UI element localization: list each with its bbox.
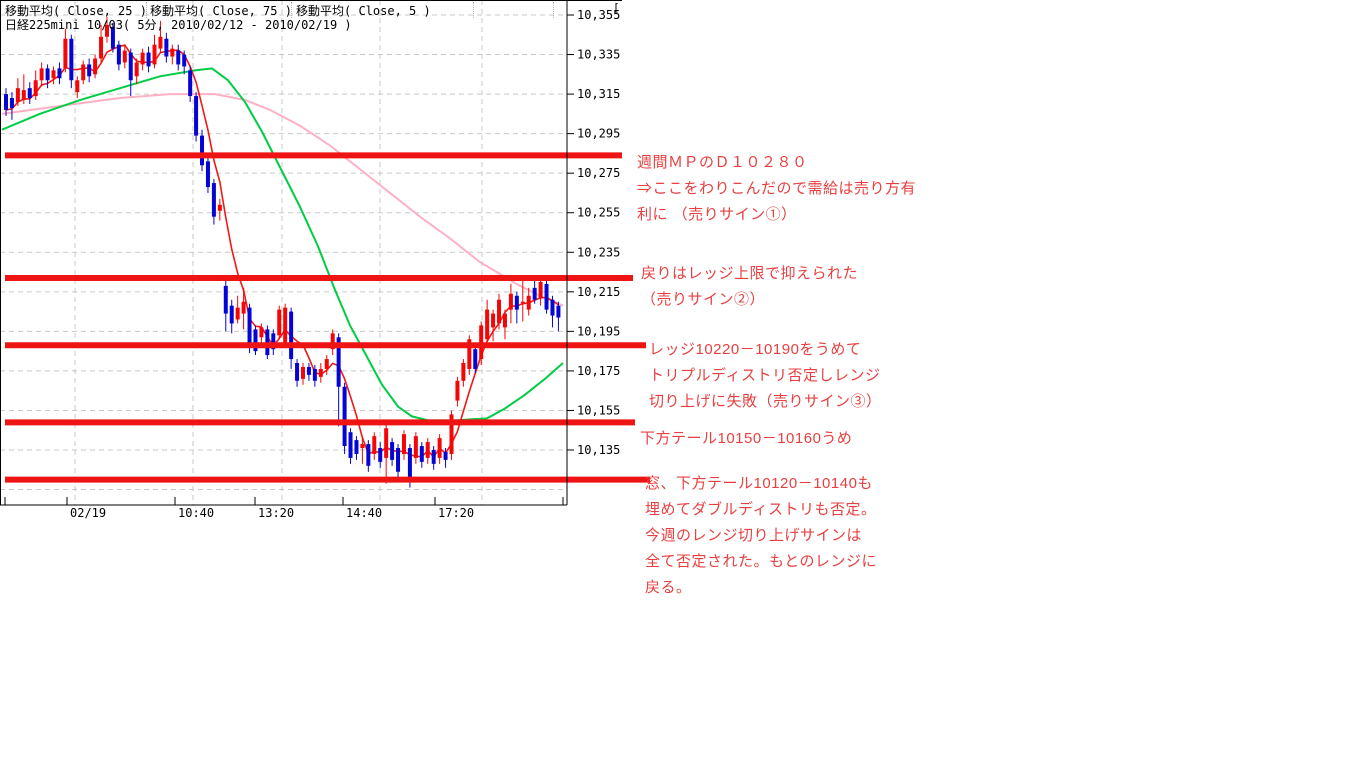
annotation-line: 窓、下方テール10120－10140も [645,475,873,492]
x-axis-label: 13:20 [258,506,294,520]
legend-ma5-label: 移動平均( Close, 5 ) [296,4,431,18]
y-axis-label: 10,215 [577,285,620,299]
annotation-block: 戻りはレッジ上限で抑えられた （売りサイン②） [641,261,858,313]
annotation-block: 下方テール10150－10160うめ [640,426,852,452]
x-axis-label: 10:40 [178,506,214,520]
x-axis-label: 02/19 [70,506,106,520]
annotation-line: レッジ10220－10190をうめて [649,341,862,358]
annotation-line: 切り上げに失敗（売りサイン③） [649,393,882,410]
y-axis-label: 10,355 [577,8,620,22]
legend-ma75-label: 移動平均( Close, 75 ) [150,4,292,18]
annotation-line: 埋めてダブルディストリも否定。 [645,501,877,518]
window-edge-artifact: [ [613,1,620,14]
y-axis-label: 10,195 [577,324,620,338]
y-axis-label: 10,175 [577,364,620,378]
x-axis-label: 14:40 [346,506,382,520]
legend-ma25-label: 移動平均( Close, 25 ) [5,4,147,18]
level-lines [5,152,650,483]
annotation-line: 全て否定された。もとのレンジに [645,553,878,570]
annotation-line: 下方テール10150－10160うめ [640,430,853,447]
x-axis-labels: 02/19 10:40 13:20 14:40 17:20 [4,497,564,520]
y-axis-label: 10,135 [577,443,620,457]
legend-separator [291,2,292,18]
chart-title: 日経225mini 10/03( 5分, 2010/02/12 - 2010/0… [5,18,352,32]
ma5-line [5,44,559,458]
annotation-line: （売りサイン②） [641,291,766,308]
moving-averages [1,44,564,458]
y-axis-label: 10,275 [577,166,620,180]
legend-separator [553,2,554,18]
annotation-line: 今週のレンジ切り上げサインは [645,527,863,544]
annotation-line: 戻りはレッジ上限で抑えられた [641,265,859,282]
x-axis-label: 17:20 [438,506,474,520]
y-axis-label: 10,155 [577,403,620,417]
annotation-block: 週間ＭＰのＤ１０２８０ ⇒ここをわりこんだので需給は売り方有 利に （売りサイン①） [637,150,916,228]
y-axis-label: 10,315 [577,87,620,101]
annotation-line: 利に （売りサイン①） [637,206,797,223]
annotation-line: 週間ＭＰのＤ１０２８０ [637,154,808,171]
y-axis-label: 10,235 [577,245,620,259]
y-axis-label: 10,295 [577,127,620,141]
annotation-line: トリプルディストリ否定しレンジ [649,367,881,384]
ma25-line [1,67,564,422]
y-axis-labels: 10,355 10,335 10,315 10,295 10,275 10,255 10,2… [567,8,620,457]
legend-separator [146,2,147,18]
annotation-line: 戻る。 [645,579,692,596]
legend-separator [473,2,474,18]
annotation-line: ⇒ここをわりこんだので需給は売り方有 [637,180,917,197]
annotation-block: 窓、下方テール10120－10140も 埋めてダブルディストリも否定。 今週のレンジ… [645,471,877,601]
annotation-block: レッジ10220－10190をうめてトリプルディストリ否定しレンジ 切り上げに失敗… [649,337,882,415]
y-axis-label: 10,335 [577,48,620,62]
y-axis-label: 10,255 [577,206,620,220]
candlesticks [4,16,561,488]
